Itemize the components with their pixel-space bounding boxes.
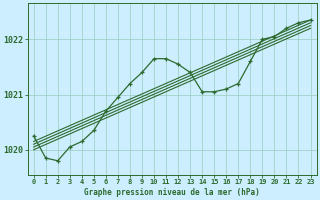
X-axis label: Graphe pression niveau de la mer (hPa): Graphe pression niveau de la mer (hPa): [84, 188, 260, 197]
